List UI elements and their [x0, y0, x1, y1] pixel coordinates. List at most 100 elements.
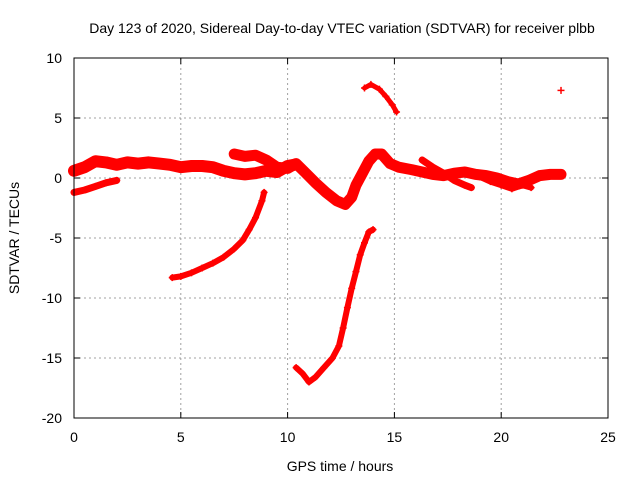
y-tick-label: 0 [54, 170, 62, 186]
data-point [328, 354, 336, 362]
series-line [228, 148, 567, 210]
series-line [293, 226, 376, 385]
x-tick-label: 0 [70, 429, 78, 445]
data-point [230, 245, 238, 253]
x-tick-label: 15 [387, 429, 403, 445]
data-point [113, 161, 121, 169]
data-point [546, 170, 554, 178]
data-point [177, 163, 185, 171]
data-point [519, 181, 527, 189]
data-point [252, 169, 260, 177]
series-arc-6 [168, 188, 268, 282]
data-point [239, 236, 247, 244]
data-point [91, 157, 99, 165]
data-point [209, 259, 217, 267]
data-point [245, 226, 253, 234]
data-point [375, 85, 383, 93]
data-point [198, 264, 206, 272]
data-point [348, 193, 356, 201]
data-point [525, 176, 533, 184]
data-point [527, 184, 535, 192]
data-point [123, 158, 131, 166]
data-point [386, 160, 394, 168]
data-point [343, 304, 351, 312]
y-tick-label: -5 [50, 230, 63, 246]
data-point [220, 253, 228, 261]
data-point [465, 168, 473, 176]
data-point [365, 228, 373, 236]
data-point [352, 181, 360, 189]
data-point [241, 170, 249, 178]
plot-frame [73, 57, 609, 419]
y-axis-label: SDTVAR / TECUs [6, 182, 22, 294]
series-arc-8 [360, 80, 401, 116]
data-point [348, 284, 356, 292]
data-point [177, 272, 185, 280]
data-point [365, 157, 373, 165]
data-point [333, 197, 341, 205]
data-point [198, 162, 206, 170]
data-point [102, 179, 110, 187]
data-point [299, 370, 307, 378]
chart-title: Day 123 of 2020, Sidereal Day-to-day VTE… [89, 20, 595, 36]
data-point [311, 373, 319, 381]
data-point [497, 181, 505, 189]
data-point [292, 364, 300, 372]
data-point [467, 184, 475, 192]
data-point [429, 163, 437, 171]
series-line [169, 189, 268, 281]
data-point [393, 108, 401, 116]
data-point [450, 176, 458, 184]
data-point [305, 378, 313, 386]
data-point [91, 182, 99, 190]
data-point [113, 176, 121, 184]
data-point [371, 150, 379, 158]
data-point [252, 214, 260, 222]
data-point [209, 163, 217, 171]
y-tick-label: 10 [46, 50, 62, 66]
data-point [145, 158, 153, 166]
data-point [241, 152, 249, 160]
data-point [536, 172, 544, 180]
x-tick-label: 5 [177, 429, 185, 445]
data-point [440, 169, 448, 177]
data-point [168, 274, 176, 282]
data-point [258, 197, 266, 205]
data-point [418, 156, 426, 164]
data-point [81, 186, 89, 194]
data-point [360, 239, 368, 247]
data-point [429, 170, 437, 178]
y-tick-label: 5 [54, 110, 62, 126]
data-point [301, 168, 309, 176]
data-point [450, 169, 458, 177]
x-axis-label: GPS time / hours [287, 458, 394, 474]
data-point [504, 178, 512, 186]
data-point [341, 200, 349, 208]
data-point [311, 179, 319, 187]
series-arc-7 [292, 226, 377, 386]
data-point [292, 160, 300, 168]
tick-layer: 0 5 10 15 20 25 -20 -15 -10 -5 0 5 10 [42, 50, 616, 445]
x-tick-label: 20 [493, 429, 509, 445]
data-point [155, 160, 163, 168]
grid-layer [74, 58, 608, 418]
series-arc-5 [465, 168, 535, 193]
data-point [230, 169, 238, 177]
x-tick-label: 25 [600, 429, 616, 445]
data-point [166, 161, 174, 169]
data-point [476, 173, 484, 181]
data-point [187, 162, 195, 170]
data-point [356, 251, 364, 259]
y-tick-label: -20 [42, 410, 62, 426]
data-point [134, 160, 142, 168]
data-point [358, 169, 366, 177]
data-point [382, 92, 390, 100]
data-point [187, 269, 195, 277]
series-arc-4 [418, 156, 475, 192]
x-tick-label: 10 [280, 429, 296, 445]
data-point [262, 167, 270, 175]
data-point [260, 188, 268, 196]
data-point [388, 101, 396, 109]
series-arc-1 [70, 176, 121, 196]
data-layer [68, 80, 567, 386]
